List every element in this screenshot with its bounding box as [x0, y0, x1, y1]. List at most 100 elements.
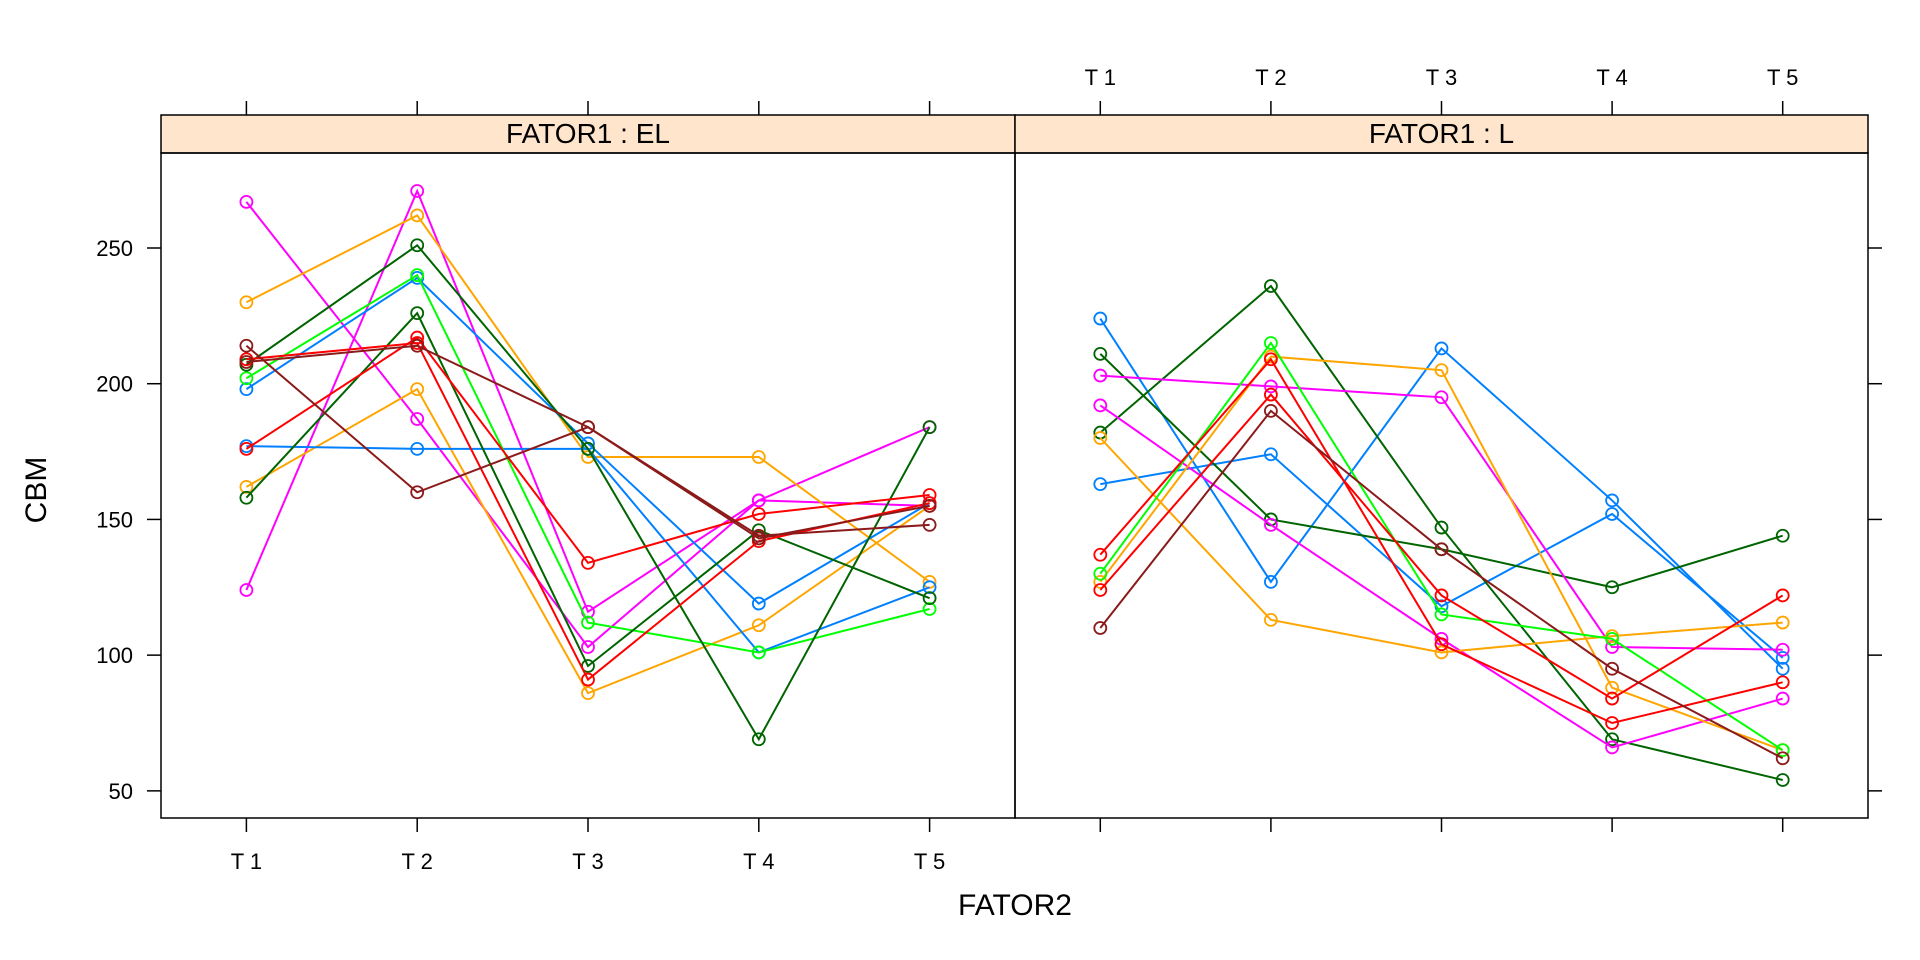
series-line-path	[245, 336, 930, 565]
data-point	[410, 382, 425, 397]
series-line-path	[1099, 357, 1783, 725]
data-point	[1775, 650, 1790, 665]
strip-label: FATOR1 : EL	[506, 118, 670, 149]
data-point	[751, 645, 766, 660]
data-point	[1264, 279, 1278, 293]
data-point	[1775, 615, 1790, 630]
series-line-path	[1099, 393, 1784, 700]
data-point	[1434, 390, 1449, 405]
series-line	[239, 194, 937, 654]
data-point	[1093, 566, 1108, 581]
data-point	[239, 295, 254, 310]
panel-1: FATOR1 : EL T 1 T 2 T 3 T 4 T 5 50 100 150 200 250	[96, 101, 1016, 874]
x-tick-label: T 4	[743, 849, 774, 874]
data-point	[581, 555, 595, 570]
data-point	[922, 517, 937, 532]
series-line-path	[245, 201, 930, 649]
data-point	[239, 371, 254, 386]
data-point	[1605, 631, 1619, 646]
data-point	[410, 485, 425, 500]
series-line	[1093, 311, 1790, 676]
data-point	[239, 441, 254, 456]
y-tick-label: 200	[96, 372, 133, 397]
data-point	[1264, 517, 1278, 532]
data-point	[1605, 716, 1619, 730]
data-point	[1775, 751, 1790, 766]
data-point	[922, 488, 937, 502]
data-point	[1775, 642, 1790, 657]
panel-2: FATOR1 : L T 1 T 2 T 3 T 4 T 5	[1014, 65, 1882, 832]
data-point	[1434, 637, 1449, 652]
data-point	[1093, 621, 1108, 635]
data-point	[1264, 447, 1278, 462]
data-point	[1264, 336, 1278, 350]
data-point	[1264, 574, 1278, 589]
data-point	[751, 507, 766, 521]
series-line	[1093, 352, 1790, 730]
data-point	[1093, 547, 1108, 562]
data-point	[410, 412, 425, 426]
data-point	[1434, 607, 1449, 622]
data-point	[1093, 477, 1108, 492]
series-line-path	[245, 214, 931, 583]
data-point	[410, 441, 425, 456]
data-point	[581, 441, 595, 456]
data-point	[1605, 661, 1619, 676]
data-point	[922, 591, 937, 606]
data-point	[751, 493, 766, 508]
series-line-path	[245, 243, 931, 742]
data-point	[1093, 346, 1108, 361]
data-point	[1605, 732, 1619, 747]
x-tick-label: T 3	[572, 849, 603, 874]
data-point	[1093, 398, 1108, 413]
data-point	[1264, 612, 1278, 627]
data-point	[1775, 675, 1790, 690]
x-tick-label: T 1	[1085, 65, 1116, 90]
data-point	[1434, 341, 1449, 356]
panel-frame	[160, 152, 1016, 819]
series-line-path	[1099, 355, 1784, 752]
data-point	[1605, 640, 1619, 654]
series-line-path	[245, 387, 931, 695]
data-point	[1264, 403, 1278, 418]
series-line-path	[245, 276, 931, 605]
data-point	[922, 580, 937, 595]
data-point	[751, 596, 766, 611]
y-tick-label: 150	[96, 507, 133, 532]
data-point	[751, 450, 766, 464]
series-line-path	[1100, 374, 1783, 651]
data-point	[581, 615, 595, 630]
data-point	[1605, 680, 1619, 695]
panels-layer: FATOR1 : EL T 1 T 2 T 3 T 4 T 5 50 100 150 200 250…	[96, 65, 1882, 874]
strip-background	[1014, 114, 1869, 154]
data-point	[1264, 379, 1278, 394]
data-point	[1093, 431, 1108, 445]
y-tick-label: 50	[109, 779, 133, 804]
data-point	[410, 208, 425, 223]
x-tick-label: T 1	[231, 849, 262, 874]
data-point	[1605, 691, 1619, 706]
data-point	[751, 732, 766, 747]
x-axis-title: FATOR2	[958, 889, 1072, 922]
data-point	[239, 583, 254, 597]
data-point	[1093, 583, 1108, 597]
data-point	[751, 618, 766, 633]
series-line-path	[1099, 353, 1783, 589]
strip-background	[160, 114, 1016, 154]
data-point	[1093, 368, 1108, 383]
series-line	[239, 268, 937, 660]
data-point	[410, 238, 425, 253]
data-point	[1605, 493, 1619, 508]
y-tick-label: 100	[96, 643, 133, 668]
series-line-path	[245, 188, 930, 614]
series-line	[1093, 279, 1790, 787]
data-point	[581, 672, 595, 687]
series-line	[239, 439, 937, 660]
x-tick-label: T 5	[1767, 65, 1798, 90]
data-point	[1264, 387, 1278, 402]
series-line	[1093, 336, 1790, 758]
series-line-path	[1099, 437, 1783, 654]
series-line-path	[1099, 284, 1783, 781]
series-line	[239, 184, 937, 619]
data-point	[1605, 507, 1619, 521]
